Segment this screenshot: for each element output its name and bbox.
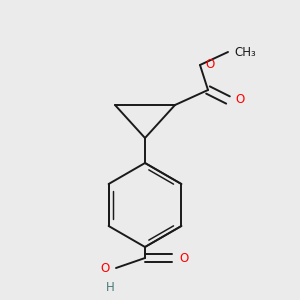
Text: CH₃: CH₃ — [234, 46, 256, 59]
Text: H: H — [106, 281, 114, 294]
Text: O: O — [101, 262, 110, 275]
Text: O: O — [179, 251, 188, 265]
Text: O: O — [235, 94, 244, 106]
Text: O: O — [205, 58, 214, 71]
